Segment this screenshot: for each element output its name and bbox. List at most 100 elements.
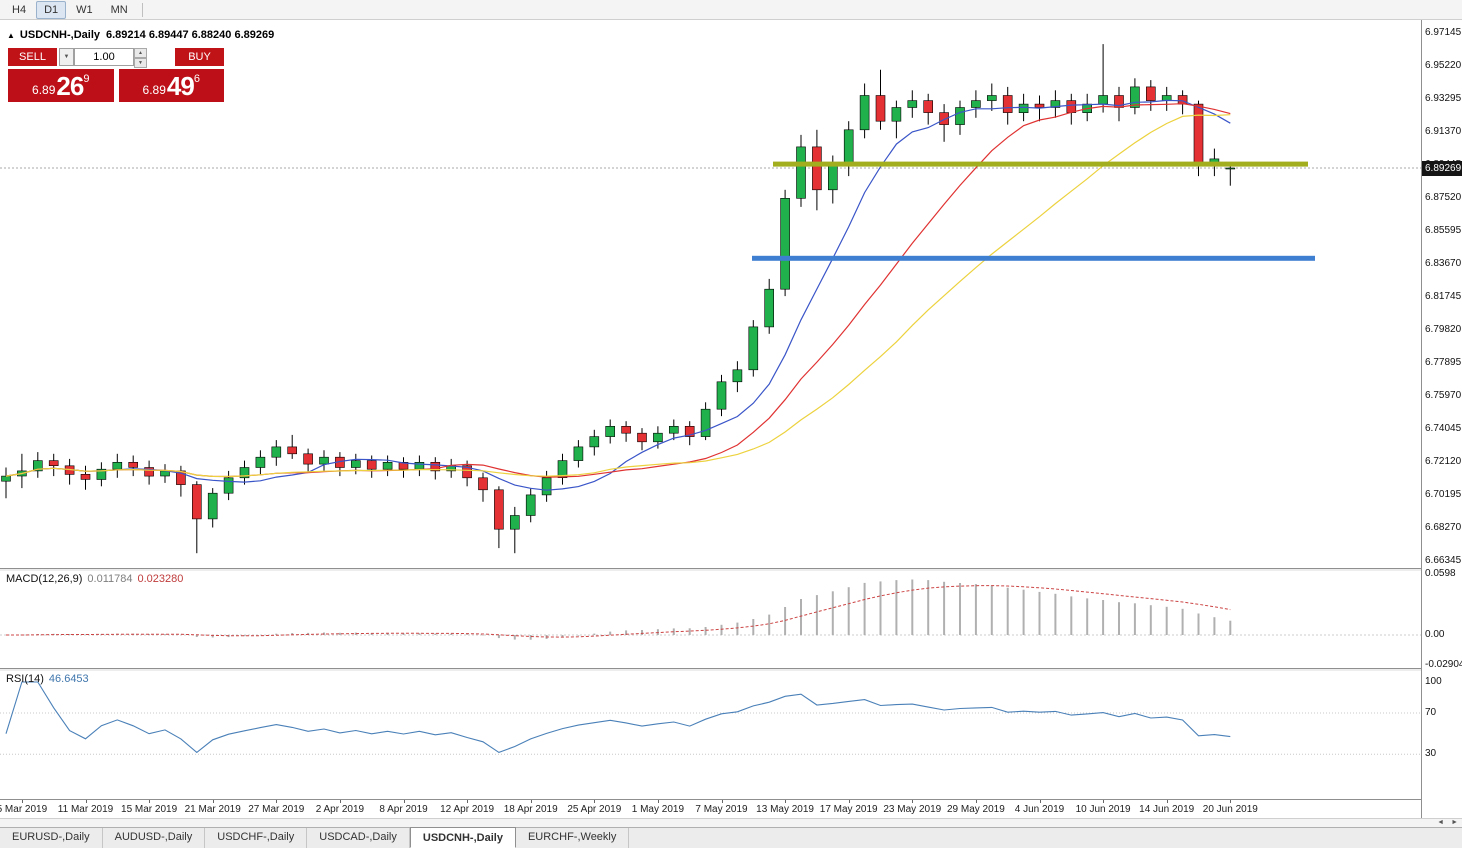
candle	[557, 453, 568, 485]
date-label: 1 May 2019	[631, 804, 685, 815]
buy-price-pipette: 6	[193, 73, 200, 85]
candle	[287, 434, 298, 459]
candle	[239, 460, 250, 485]
sell-price-box[interactable]: 6.89 26 9	[8, 69, 114, 102]
date-label: 5 Mar 2019	[0, 804, 48, 815]
timeframe-h4[interactable]: H4	[12, 3, 27, 16]
candle	[271, 440, 282, 466]
tab-audusd-daily[interactable]: AUDUSD-,Daily	[103, 828, 206, 848]
date-label: 27 Mar 2019	[248, 804, 305, 815]
ma-fast	[5, 99, 1231, 491]
date-label: 8 Apr 2019	[379, 804, 428, 815]
tab-usdcad-daily[interactable]: USDCAD-,Daily	[307, 828, 410, 848]
date-label: 21 Mar 2019	[184, 804, 241, 815]
candle	[112, 453, 123, 478]
candle	[1, 467, 11, 499]
timeframe-w1[interactable]: W1	[76, 3, 93, 16]
timeframe-mn[interactable]: MN	[110, 3, 128, 16]
candle	[192, 481, 202, 554]
tab-eurchf-weekly[interactable]: EURCHF-,Weekly	[516, 828, 630, 848]
macd-chart[interactable]	[0, 571, 1421, 668]
candle	[398, 457, 409, 478]
resistance-line[interactable]	[773, 161, 1308, 167]
date-tick	[785, 800, 787, 803]
candle	[907, 90, 918, 118]
chart-collapse-icon[interactable]: ▲	[7, 31, 15, 40]
buy-price-box[interactable]: 6.89 49 6	[118, 69, 224, 102]
candle	[700, 402, 711, 441]
date-tick	[912, 800, 914, 803]
macd-signal-value: 0.023280	[137, 573, 184, 585]
candle	[525, 488, 536, 523]
candle	[637, 428, 647, 451]
volume-up-icon[interactable]: ▲	[134, 48, 147, 58]
date-tick	[1166, 800, 1168, 803]
macd-panel: MACD(12,26,9) 0.011784 0.023280	[0, 571, 1421, 668]
candle	[494, 486, 504, 549]
tab-eurusd-daily[interactable]: EURUSD-,Daily	[0, 828, 103, 848]
candle	[96, 462, 107, 487]
candle	[80, 465, 91, 490]
toolbar-divider	[141, 2, 143, 17]
rsi-scale-label: 30	[1425, 748, 1437, 760]
candle	[1082, 93, 1092, 122]
candle	[1225, 165, 1236, 186]
date-tick	[403, 800, 405, 803]
ma-medium	[5, 103, 1231, 478]
panel-separator[interactable]	[0, 668, 1421, 671]
chart-title: ▲ USDCNH-,Daily 6.89214 6.89447 6.88240 6.…	[7, 29, 274, 41]
candle	[144, 460, 154, 485]
price-scale-label: 6.81745	[1425, 291, 1462, 302]
volume-down-icon[interactable]: ▼	[134, 58, 147, 68]
date-tick	[594, 800, 596, 803]
candle	[414, 455, 425, 477]
candle	[350, 453, 361, 475]
price-scale-label: 6.77895	[1425, 357, 1462, 368]
volume-dropdown-icon[interactable]: ▼	[59, 48, 74, 66]
timeframe-d1[interactable]: D1	[36, 0, 67, 19]
candle	[48, 453, 59, 477]
date-label: 25 Apr 2019	[567, 804, 622, 815]
rsi-chart[interactable]	[0, 671, 1421, 799]
date-tick	[467, 800, 469, 803]
sell-button[interactable]: SELL	[8, 48, 57, 66]
buy-button[interactable]: BUY	[175, 48, 224, 66]
candle	[955, 100, 965, 135]
chart-symbol-label: USDCNH-,Daily	[19, 29, 100, 41]
buy-price-prefix: 6.89	[142, 83, 166, 97]
panel-separator[interactable]	[0, 568, 1421, 571]
volume-input[interactable]	[74, 48, 134, 66]
price-scale[interactable]: 6.971456.952206.932956.913706.894456.875…	[1421, 20, 1462, 818]
date-tick	[657, 800, 659, 803]
buy-price-pips: 49	[166, 70, 195, 101]
candle	[748, 320, 759, 377]
tab-scroll-right-icon[interactable]: ►	[1451, 819, 1458, 826]
candle	[176, 465, 186, 497]
price-scale-label: 6.75970	[1425, 390, 1462, 401]
candle	[1066, 93, 1077, 125]
tab-usdchf-daily[interactable]: USDCHF-,Daily	[205, 828, 308, 848]
date-tick	[530, 800, 532, 803]
candlestick-chart[interactable]	[0, 20, 1421, 568]
price-scale-label: 6.97145	[1425, 27, 1462, 38]
candle	[668, 419, 679, 441]
date-label: 2 Apr 2019	[315, 804, 365, 815]
candle	[319, 450, 329, 471]
tab-scroll-strip: ◄ ►	[0, 818, 1462, 827]
date-axis[interactable]: 5 Mar 2019 11 Mar 2019 15 Mar 2019 21 Mar 2…	[0, 799, 1421, 818]
tab-usdcnh-daily[interactable]: USDCNH-,Daily	[409, 827, 516, 848]
tab-scroll-left-icon[interactable]: ◄	[1437, 819, 1445, 826]
candle	[335, 452, 345, 477]
date-tick	[1039, 800, 1041, 803]
candle	[796, 134, 806, 207]
candle	[971, 90, 981, 118]
candle	[621, 421, 631, 442]
macd-label: MACD(12,26,9) 0.011784 0.023280	[6, 573, 184, 585]
price-scale-label: 6.66345	[1425, 555, 1462, 566]
candle	[478, 472, 488, 502]
support-line[interactable]	[752, 255, 1315, 261]
candle	[986, 83, 997, 111]
date-tick	[848, 800, 850, 803]
candle	[366, 455, 377, 478]
